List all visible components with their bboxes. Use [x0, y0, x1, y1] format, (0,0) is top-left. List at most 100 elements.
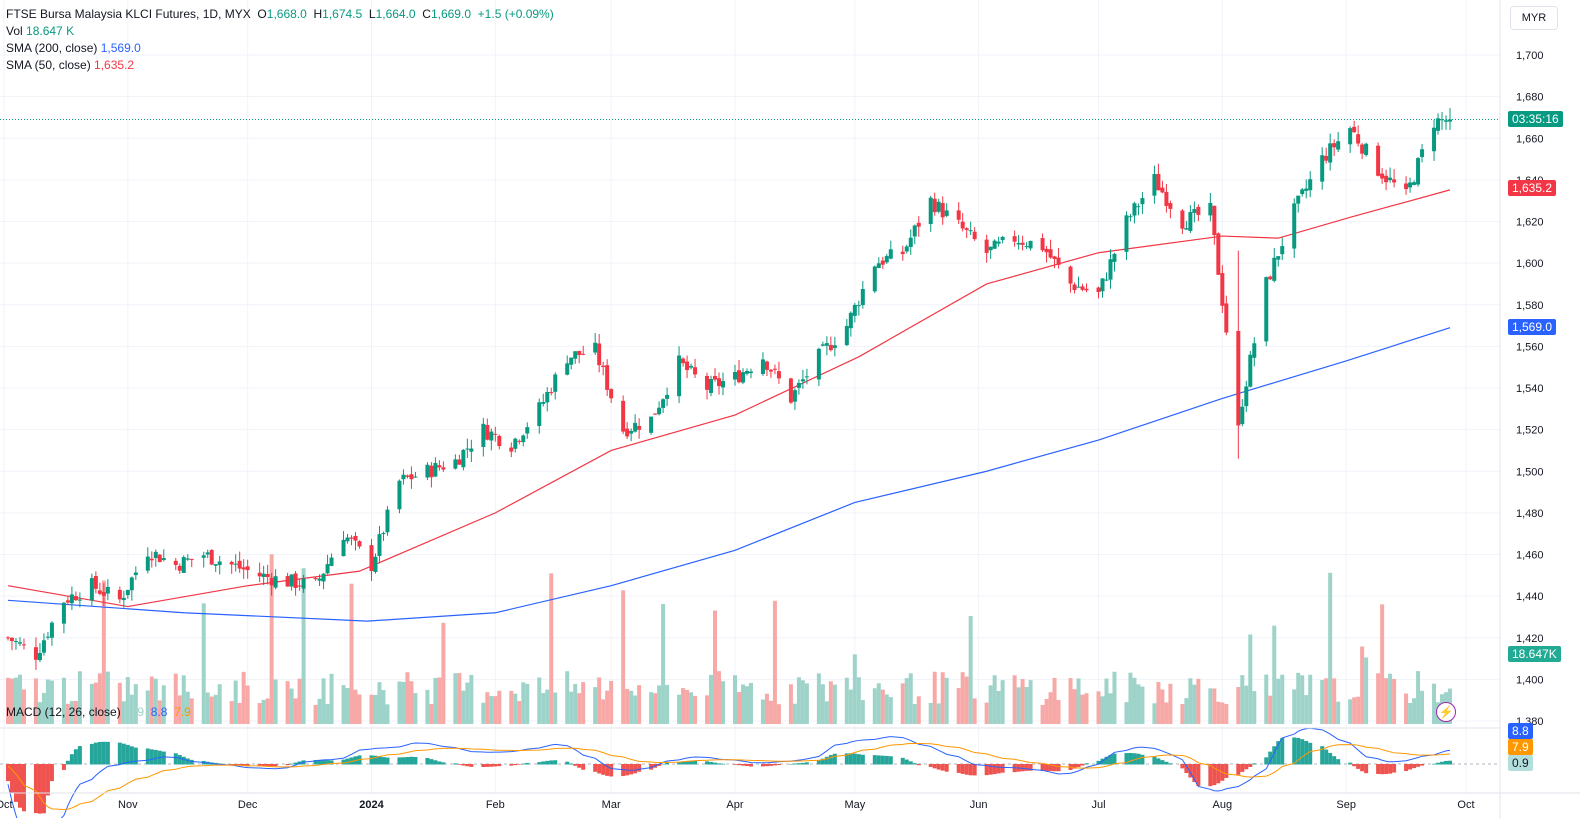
- macd-hist-bar: [880, 755, 885, 765]
- volume-bar: [1388, 673, 1393, 724]
- macd-hist-bar: [1304, 740, 1309, 765]
- candle-body: [17, 642, 22, 644]
- candle-body: [1184, 228, 1189, 230]
- macd-hist-bar: [689, 760, 694, 765]
- macd-hist-bar: [429, 759, 434, 765]
- volume-bar: [593, 687, 598, 724]
- volume-bar: [661, 603, 666, 724]
- volume-bar: [968, 616, 973, 724]
- volume-bar: [69, 701, 74, 724]
- candle-body: [972, 231, 977, 240]
- macd-hist-bar: [17, 764, 22, 808]
- macd-hist-bar: [1236, 764, 1241, 775]
- macd-pane: [0, 727, 1500, 818]
- volume-bar: [133, 684, 138, 724]
- price-candles: [5, 108, 1453, 670]
- candle-body: [381, 532, 386, 534]
- currency-button[interactable]: MYR: [1510, 6, 1558, 30]
- volume-bar: [261, 699, 266, 724]
- volume-bar: [565, 671, 570, 724]
- macd-hist-bar: [321, 759, 326, 765]
- volume-bar: [796, 677, 801, 724]
- candle-body: [1280, 246, 1285, 255]
- candle-body: [705, 375, 710, 390]
- sma200-label[interactable]: SMA (200, close): [6, 41, 98, 55]
- macd-hist-bar: [1248, 764, 1253, 767]
- candle-body: [1020, 242, 1025, 245]
- symbol-title[interactable]: FTSE Bursa Malaysia KLCI Futures, 1D, MY…: [6, 7, 251, 21]
- volume-bar: [884, 694, 889, 724]
- vol-label[interactable]: Vol: [6, 24, 23, 38]
- candle-body: [880, 260, 885, 265]
- volume-bar: [625, 688, 630, 724]
- candle-body: [349, 537, 354, 539]
- volume-bar: [824, 701, 829, 724]
- macd-hist-bar: [233, 764, 238, 766]
- volume-bar: [285, 681, 290, 724]
- high-value: 1,674.5: [322, 7, 363, 21]
- volume-bar: [429, 703, 434, 724]
- candle-body: [61, 602, 66, 624]
- volume-bar: [325, 703, 330, 724]
- macd-hist-bar: [1076, 764, 1081, 768]
- macd-hist-bar: [736, 764, 741, 766]
- macd-hist-bar: [13, 764, 18, 802]
- macd-hist-bar: [685, 760, 690, 765]
- candle-body: [489, 431, 494, 441]
- macd-hist-bar: [1168, 763, 1173, 765]
- candle-body: [1412, 182, 1417, 185]
- candle-body: [569, 357, 574, 365]
- volume-bar: [1160, 689, 1165, 724]
- macd-hist-bar: [497, 764, 502, 767]
- volume-bar: [153, 678, 158, 724]
- volume-bar: [573, 683, 578, 724]
- y-tick-label: 1,420: [1516, 633, 1544, 645]
- macd-hist-bar: [537, 762, 542, 765]
- lightning-icon[interactable]: ⚡: [1436, 702, 1456, 722]
- volume-bar: [992, 675, 997, 724]
- volume-bar: [413, 693, 418, 724]
- volume-bar: [317, 698, 322, 724]
- volume-bar: [649, 692, 654, 724]
- volume-bar: [549, 573, 554, 724]
- candle-body: [653, 413, 658, 415]
- sma50-label[interactable]: SMA (50, close): [6, 58, 91, 72]
- macd-hist-bar: [908, 761, 913, 765]
- macd-label[interactable]: MACD (12, 26, close): [6, 705, 121, 719]
- volume-bar: [489, 696, 494, 724]
- macd-hist-bar: [661, 763, 666, 765]
- macd-hist-bar: [553, 760, 558, 765]
- macd-hist-bar: [1356, 764, 1361, 769]
- candle-body: [1248, 354, 1253, 387]
- candle-body: [1328, 143, 1333, 163]
- volume-bar: [984, 702, 989, 724]
- macd-hist-bar: [161, 751, 166, 765]
- candle-body: [357, 541, 362, 547]
- candle-body: [713, 375, 718, 380]
- candle-body: [177, 565, 182, 571]
- candle-body: [1100, 278, 1105, 292]
- volume-bar: [49, 680, 54, 724]
- macd-hist-bar: [125, 744, 130, 765]
- candle-body: [717, 378, 722, 387]
- candle-body: [1068, 266, 1073, 284]
- macd-hist-bar: [681, 761, 686, 765]
- macd-hist-bar: [804, 762, 809, 765]
- macd-hist-bar: [1136, 753, 1141, 765]
- macd-hist-bar: [129, 746, 134, 765]
- macd-hist-bar: [569, 763, 574, 765]
- macd-hist-bar: [317, 759, 322, 765]
- volume-bar: [832, 684, 837, 724]
- macd-hist-bar: [732, 764, 737, 765]
- y-tick-label: 1,700: [1516, 50, 1544, 62]
- candle-body: [992, 240, 997, 249]
- candle-body: [345, 537, 350, 542]
- candle-body: [293, 573, 298, 589]
- y-tick-label: 1,580: [1516, 300, 1544, 312]
- volume-bar: [569, 691, 574, 724]
- macd-hist-bar: [1096, 760, 1101, 765]
- macd-hist-bar: [265, 764, 270, 767]
- volume-bar: [433, 678, 438, 724]
- candle-body: [736, 370, 741, 383]
